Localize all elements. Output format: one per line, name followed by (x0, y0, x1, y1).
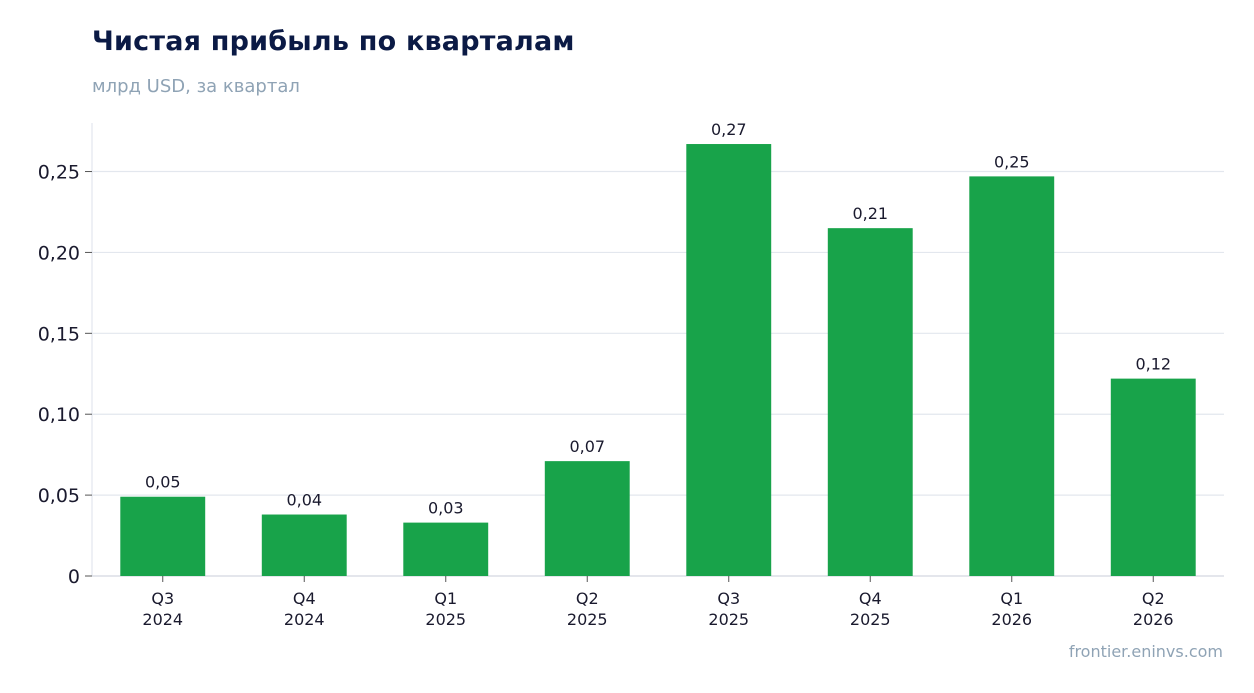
bar (686, 144, 772, 576)
bar (969, 176, 1055, 576)
data-label: 0,12 (1135, 355, 1171, 374)
y-tick-label: 0 (68, 566, 80, 588)
x-tick-label-year: 2025 (425, 610, 466, 629)
y-tick-label: 0,10 (38, 404, 80, 426)
x-tick-label-year: 2026 (1133, 610, 1174, 629)
data-labels: 0,05 0,04 0,03 0,07 0,27 0,21 0,25 0,12 (145, 120, 1171, 518)
bar (403, 522, 489, 576)
data-label: 0,04 (286, 491, 322, 510)
x-tick-label-quarter: Q1 (1000, 589, 1023, 608)
y-tick-label: 0,25 (38, 162, 80, 184)
chart-title: Чистая прибыль по кварталам (92, 26, 575, 57)
data-label: 0,27 (711, 120, 747, 139)
x-axis-ticks: Q3 2024 Q4 2024 Q1 2025 Q2 2025 Q3 2025 Q4 2025 Q1 20… (142, 576, 1174, 629)
x-tick-label-quarter: Q2 (576, 589, 599, 608)
chart-subtitle: млрд USD, за квартал (92, 76, 300, 97)
x-tick-label-year: 2025 (850, 610, 891, 629)
bar (544, 461, 630, 576)
x-tick-label-year: 2025 (567, 610, 608, 629)
x-tick-label-quarter: Q4 (293, 589, 316, 608)
y-axis-ticks: 0 0,05 0,10 0,15 0,20 0,25 (38, 162, 92, 588)
bar (120, 496, 206, 576)
x-tick-label-quarter: Q3 (151, 589, 174, 608)
x-tick-label-year: 2025 (708, 610, 749, 629)
data-label: 0,03 (428, 499, 464, 518)
x-tick-label-year: 2026 (991, 610, 1032, 629)
y-tick-label: 0,15 (38, 323, 80, 345)
bars (120, 144, 1196, 577)
x-tick-label-year: 2024 (142, 610, 183, 629)
x-tick-label-quarter: Q1 (434, 589, 457, 608)
x-tick-label-year: 2024 (284, 610, 325, 629)
source-credit: frontier.eninvs.com (1068, 642, 1223, 661)
y-tick-label: 0,05 (38, 485, 80, 507)
y-tick-label: 0,20 (38, 242, 80, 264)
data-label: 0,21 (852, 204, 888, 223)
data-label: 0,05 (145, 473, 181, 492)
bar (827, 228, 913, 577)
data-label: 0,25 (994, 152, 1030, 171)
bar (1110, 378, 1196, 576)
bar (261, 514, 347, 576)
data-label: 0,07 (569, 437, 605, 456)
x-tick-label-quarter: Q4 (859, 589, 882, 608)
x-tick-label-quarter: Q3 (717, 589, 740, 608)
x-tick-label-quarter: Q2 (1142, 589, 1165, 608)
